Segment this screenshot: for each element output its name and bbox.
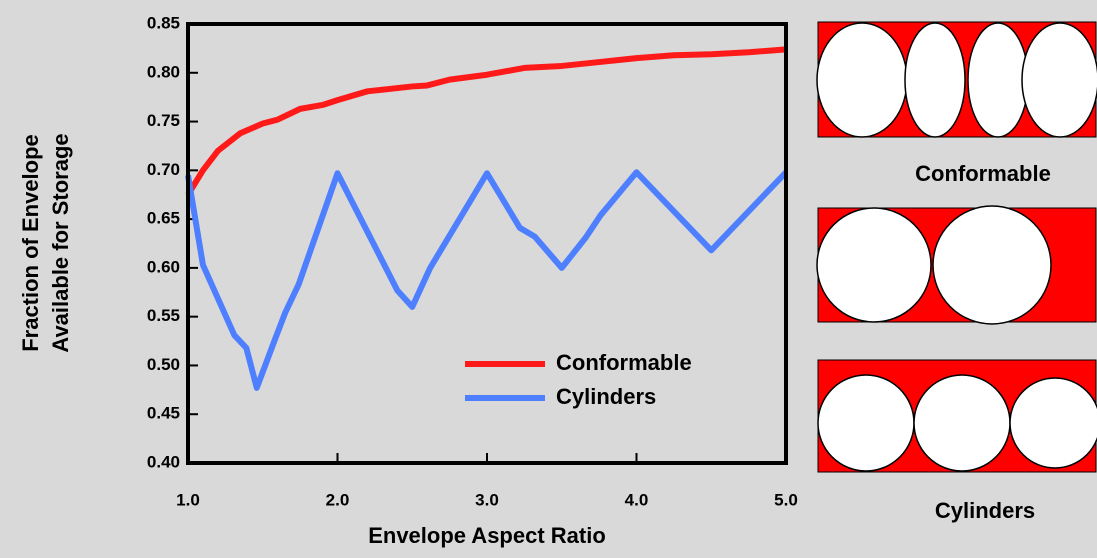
y-tick-label: 0.80 <box>147 62 180 81</box>
conformable-shapes <box>817 23 1097 137</box>
y-tick-label: 0.55 <box>147 306 180 325</box>
x-tick-label: 1.0 <box>176 490 200 509</box>
y-tick-label: 0.85 <box>147 13 180 32</box>
cylinder-shapes <box>818 375 1097 471</box>
chart: Conformable Cylinders Envelope Aspect Ra… <box>0 0 1097 558</box>
y-tick-label: 0.65 <box>147 209 180 228</box>
x-tick-label: 5.0 <box>774 490 798 509</box>
x-axis-title: Envelope Aspect Ratio <box>368 523 606 548</box>
illustration-label: Cylinders <box>935 498 1035 523</box>
y-tick-label: 0.70 <box>147 160 180 179</box>
y-tick-label: 0.75 <box>147 111 180 130</box>
x-tick-label: 2.0 <box>326 490 350 509</box>
y-axis-title: Fraction of Envelope <box>18 134 43 352</box>
y-tick-label: 0.45 <box>147 404 180 423</box>
y-axis-title: Available for Storage <box>48 133 73 352</box>
illustration-label: Conformable <box>915 161 1051 186</box>
series-line <box>188 172 786 388</box>
y-tick-label: 0.40 <box>147 452 180 471</box>
y-tick-label: 0.50 <box>147 355 180 374</box>
x-tick-label: 4.0 <box>625 490 649 509</box>
x-tick-label: 3.0 <box>475 490 499 509</box>
legend-label: Conformable <box>556 350 692 375</box>
legend-label: Cylinders <box>556 384 656 409</box>
y-tick-label: 0.60 <box>147 257 180 276</box>
